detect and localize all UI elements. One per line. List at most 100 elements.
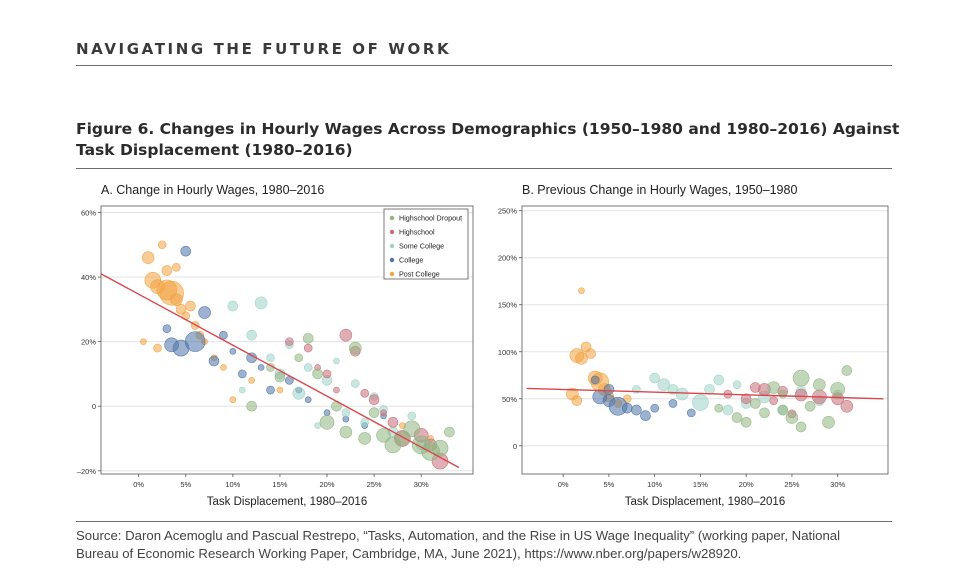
data-point-highschool-dropout <box>376 427 391 443</box>
source-line-2: Bureau of Economic Research Working Pape… <box>76 546 742 561</box>
fit-line <box>526 387 884 400</box>
legend-marker <box>389 257 395 263</box>
x-tick-label: 0% <box>558 480 569 489</box>
data-point-highschool <box>769 396 778 405</box>
data-point-some-college <box>713 374 725 386</box>
y-tick-label: 40% <box>81 273 96 282</box>
data-point-highschool-dropout <box>302 333 314 344</box>
data-point-highschool-dropout <box>294 353 304 363</box>
data-point-highschool-dropout <box>714 403 724 413</box>
data-point-college <box>257 364 265 371</box>
chart-a: A. Change in Hourly Wages, 1980–2016 –20%… <box>77 183 474 508</box>
x-tick-label: 0% <box>133 480 144 489</box>
data-point-highschool-dropout <box>431 439 449 457</box>
data-point-some-college <box>303 363 313 372</box>
x-tick-label: 25% <box>367 480 382 489</box>
panel-b: B. Previous Change in Hourly Wages, 1950… <box>476 178 896 518</box>
data-point-college <box>323 409 331 416</box>
figure-title: Figure 6. Changes in Hourly Wages Across… <box>76 119 906 161</box>
x-tick-label: 15% <box>693 480 708 489</box>
data-point-highschool <box>380 409 387 416</box>
data-point-college <box>219 330 228 340</box>
data-point-post-college <box>185 300 196 312</box>
chart-b: B. Previous Change in Hourly Wages, 1950… <box>498 183 889 508</box>
data-point-some-college <box>675 387 689 401</box>
data-point-highschool-dropout <box>759 407 770 419</box>
data-point-highschool-dropout <box>358 432 371 445</box>
source-note: Source: Daron Acemoglu and Pascual Restr… <box>76 527 896 563</box>
data-point-highschool-dropout <box>822 415 835 429</box>
data-point-post-college <box>161 265 173 276</box>
data-point-highschool <box>333 386 340 394</box>
data-point-some-college <box>649 372 660 384</box>
data-point-highschool-dropout <box>795 421 807 433</box>
data-point-some-college <box>704 384 715 395</box>
data-point-college <box>650 403 659 413</box>
x-tick-label: 15% <box>272 480 287 489</box>
data-point-post-college <box>571 395 583 406</box>
data-point-college <box>184 331 206 352</box>
plot-frame <box>100 205 474 475</box>
y-tick-label: 200% <box>498 254 518 263</box>
data-point-highschool-dropout <box>731 412 743 423</box>
data-point-post-college <box>585 348 596 359</box>
data-point-college <box>342 415 350 423</box>
data-point-college <box>686 408 696 418</box>
data-point-highschool-dropout <box>274 371 286 383</box>
data-point-college <box>631 404 642 416</box>
x-tick-label: 30% <box>414 480 429 489</box>
data-point-highschool-dropout <box>792 369 810 387</box>
data-point-post-college <box>140 338 147 345</box>
x-tick-label: 10% <box>225 480 240 489</box>
data-point-post-college <box>153 343 162 353</box>
page-header: NAVIGATING THE FUTURE OF WORK <box>76 40 892 66</box>
panel-a: A. Change in Hourly Wages, 1980–2016 –20%… <box>76 178 476 518</box>
data-point-college <box>162 324 172 333</box>
data-point-post-college <box>575 352 588 365</box>
figure-title-line-2: Task Displacement (1980–2016) <box>76 141 353 159</box>
data-point-highschool-dropout <box>368 407 380 418</box>
data-point-post-college <box>229 396 237 404</box>
data-point-college <box>668 399 678 408</box>
y-tick-label: 0 <box>92 402 96 411</box>
data-point-highschool <box>322 369 332 379</box>
data-point-college <box>590 375 600 385</box>
data-point-some-college <box>266 353 275 363</box>
title-divider <box>76 168 892 169</box>
y-tick-label: 150% <box>498 301 518 310</box>
data-point-some-college <box>314 422 321 429</box>
data-point-highschool-dropout <box>841 365 853 376</box>
data-point-college <box>266 385 275 395</box>
data-point-post-college <box>141 251 155 264</box>
fit-line <box>101 273 460 469</box>
data-point-highschool-dropout <box>348 341 362 355</box>
y-tick-label: –20% <box>77 467 97 476</box>
data-point-highschool-dropout <box>403 420 421 438</box>
source-divider <box>76 521 892 522</box>
data-point-highschool-dropout <box>312 368 323 380</box>
data-point-highschool-dropout <box>750 398 761 409</box>
data-point-some-college <box>732 380 742 389</box>
figure-title-line-1: Figure 6. Changes in Hourly Wages Across… <box>76 120 900 138</box>
plot-frame <box>521 205 889 475</box>
data-point-post-college <box>175 304 187 315</box>
data-point-highschool <box>360 388 369 398</box>
x-tick-label: 20% <box>739 480 754 489</box>
data-point-highschool-dropout <box>785 411 799 424</box>
legend-label: Highschool <box>399 228 435 237</box>
y-tick-label: 60% <box>81 208 96 217</box>
data-point-college <box>229 348 237 355</box>
data-point-highschool-dropout <box>804 400 816 412</box>
y-tick-label: 100% <box>498 348 518 357</box>
legend-label: College <box>399 256 423 265</box>
x-axis-label: Task Displacement, 1980–2016 <box>625 496 785 508</box>
data-point-some-college <box>407 411 417 421</box>
legend-label: Post College <box>399 270 440 279</box>
data-point-highschool <box>840 399 854 413</box>
chart-title: A. Change in Hourly Wages, 1980–2016 <box>101 183 324 197</box>
data-point-highschool <box>387 417 399 428</box>
data-point-college <box>208 355 220 367</box>
y-tick-label: 250% <box>498 207 518 216</box>
data-point-highschool <box>285 337 294 346</box>
data-point-college <box>180 245 192 257</box>
